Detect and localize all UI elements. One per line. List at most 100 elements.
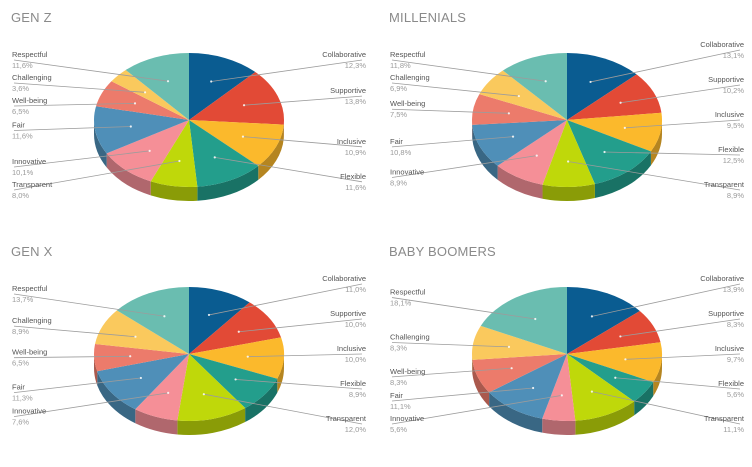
slice-label: Fair [390,137,403,146]
slice-value-label: 8,9% [727,191,744,200]
pie-slice-collaborative [567,287,640,354]
pie-slice-transparent [150,120,198,187]
pie-side-innovative [135,409,178,435]
slice-value-label: 8,9% [12,327,29,336]
pie-labels: Collaborative 11,0% Supportive 10,0% Inclusi… [12,274,367,434]
pie-slice-respectful [502,53,567,120]
pie-slice-flexible [189,120,259,187]
leader-line [13,293,165,317]
leader-dot [202,393,205,396]
slice-value-label: 10,1% [12,168,34,177]
chart-panel-baby-boomers: BABY BOOMERS Collaborative 13,9% Supportiv… [378,234,752,467]
pie-depth [94,354,285,435]
pie-slice-flexible [189,354,278,409]
pie-slice-inclusive [189,337,284,379]
slice-value-label: 13,8% [345,97,367,106]
leader-dot [234,378,237,381]
leader-line [13,82,146,93]
leader-dot [567,160,570,163]
leader-dot [210,80,213,83]
slice-label: Fair [12,120,25,129]
leader-dot [560,394,563,397]
leader-dot [129,125,132,128]
slice-value-label: 11,6% [12,61,33,70]
chart-panel-gen-z: GEN Z Collaborative 12,3% Supportive 13,8% I… [0,0,376,233]
slice-value-label: 11,3% [12,394,33,403]
leader-line [208,283,363,316]
leader-line [235,379,363,390]
pie-slice-transparent [567,354,635,421]
slice-label: Well-being [390,99,425,108]
slice-label: Challenging [12,316,52,325]
slice-label: Respectful [390,50,426,59]
pie-slice-fair [472,120,567,166]
leader-line [625,353,741,360]
pie-slice-challenging [479,70,567,120]
pie-slice-respectful [116,287,189,354]
pie-side-well-being [94,354,98,386]
leader-dot [148,149,151,152]
pie-slice-collaborative [567,53,637,120]
pie-chart-svg: Collaborative 11,0% Supportive 10,0% Inclusi… [12,274,367,435]
pie-slice-fair [97,354,189,410]
slice-label: Innovative [12,157,46,166]
leader-dot [511,135,515,138]
leader-dot [134,335,137,338]
pie-slice-supportive [567,310,661,354]
slice-value-label: 8,0% [12,191,29,200]
slice-label: Flexible [718,145,744,154]
slice-label: Fair [12,383,25,392]
pie-side-fair [472,124,498,180]
leader-dot [510,367,513,370]
pie-slice-challenging [95,310,189,354]
pie-slice-well-being [93,344,189,372]
leader-dot [213,156,216,159]
slice-label: Challenging [390,332,430,341]
slice-label: Fair [390,391,403,400]
slice-label: Innovative [12,407,46,416]
leader-line [591,391,741,425]
slice-label: Respectful [390,288,426,297]
slice-value-label: 10,0% [345,320,367,329]
leader-line [244,95,363,106]
slice-value-label: 11,0% [345,285,366,294]
slice-value-label: 11,8% [390,61,411,70]
leader-dot [507,345,511,348]
slice-value-label: 8,3% [390,378,407,387]
leader-line [203,393,363,425]
slice-value-label: 7,6% [12,418,29,427]
slice-value-label: 12,0% [345,425,367,434]
pie-side-inclusive [650,120,662,166]
slice-value-label: 9,7% [727,355,744,364]
pie-slice-transparent [177,354,246,421]
pie-depth [472,354,662,435]
slice-label: Supportive [330,309,366,318]
slice-value-label: 13,1% [723,51,745,60]
leader-dot [246,355,249,358]
pie-chart-svg: Collaborative 13,9% Supportive 8,3% Inclusiv… [390,274,745,435]
slice-value-label: 11,6% [12,131,33,140]
leader-line [391,59,546,82]
pie-slice-fair [94,106,189,154]
slice-value-label: 5,6% [727,390,744,399]
slice-value-label: 10,0% [345,355,367,364]
pie-side-inclusive [653,354,662,397]
pie-side-transparent [575,401,635,435]
leader-dot [139,376,142,380]
leader-dot [532,386,535,390]
leader-dot [178,159,181,163]
leader-dot [534,317,537,321]
slice-label: Flexible [340,379,366,388]
pie-side-fair [97,371,136,424]
leader-line [590,49,741,83]
pie-side-flexible [594,151,651,199]
slice-value-label: 9,5% [727,121,744,130]
leader-line [391,136,514,148]
slice-value-label: 18,1% [390,299,412,308]
leader-line [391,367,512,378]
slice-value-label: 11,1% [390,402,411,411]
leader-dot [207,313,211,317]
leader-line [13,59,169,82]
leader-line [13,377,141,394]
pie-slices [472,287,662,421]
